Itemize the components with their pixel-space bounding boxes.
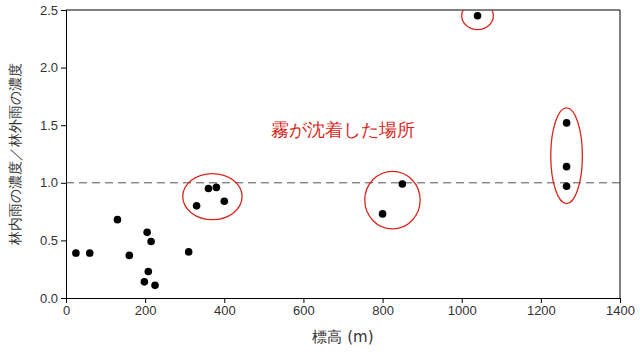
point xyxy=(114,216,122,224)
point xyxy=(141,278,149,286)
y-tick-label: 2.5 xyxy=(40,3,58,18)
point xyxy=(193,202,201,210)
y-tick-mark xyxy=(61,10,66,11)
x-tick-label: 200 xyxy=(135,303,157,318)
point xyxy=(145,268,153,276)
point xyxy=(220,197,228,205)
point xyxy=(143,229,151,237)
y-axis-line xyxy=(61,11,67,299)
y-axis: 0.0 0.5 1.0 1.5 2.0 2.5 xyxy=(40,3,67,306)
point xyxy=(151,282,159,290)
point xyxy=(72,249,80,257)
x-tick: 400 xyxy=(214,298,236,318)
x-tick-label: 1000 xyxy=(448,303,477,318)
y-tick-label: 1.5 xyxy=(40,118,58,133)
highlight-ellipse xyxy=(551,108,583,204)
point xyxy=(474,12,482,20)
point xyxy=(563,182,571,190)
point xyxy=(126,252,134,260)
y-axis-title: 林内雨の濃度／林外雨の濃度 xyxy=(7,63,23,246)
y-tick-mark xyxy=(61,68,66,69)
x-tick: 1400 xyxy=(606,298,635,318)
annotation: 霧が沈着した場所 xyxy=(271,119,415,140)
x-tick: 1200 xyxy=(527,298,556,318)
point xyxy=(379,210,387,218)
chart: 0 200 400 600 800 1000 1200 1400 0.0 0.5 1.0 1.5 2.0… xyxy=(0,0,640,354)
x-tick: 1000 xyxy=(448,298,477,318)
y-tick-mark xyxy=(61,183,66,184)
x-tick: 800 xyxy=(372,298,394,318)
x-tick: 200 xyxy=(135,298,157,318)
point xyxy=(147,238,155,246)
x-tick-label: 1400 xyxy=(606,303,635,318)
point xyxy=(563,119,571,127)
x-tick-label: 0 xyxy=(63,303,70,318)
y-tick: 1.5 xyxy=(40,118,66,133)
frame-right xyxy=(620,10,621,298)
highlight-ellipse xyxy=(462,10,494,30)
highlight-ellipse xyxy=(183,174,242,220)
frame-top xyxy=(66,10,620,11)
marks xyxy=(66,10,620,289)
y-tick-label: 0.5 xyxy=(40,233,58,248)
x-tick-label: 800 xyxy=(372,303,394,318)
point xyxy=(185,248,193,256)
point xyxy=(563,163,571,171)
y-tick-label: 0.0 xyxy=(40,291,58,306)
point xyxy=(86,249,94,257)
x-tick-label: 600 xyxy=(293,303,315,318)
y-tick: 0.0 xyxy=(40,291,66,306)
point xyxy=(205,185,213,193)
x-tick: 600 xyxy=(293,298,315,318)
x-tick-label: 1200 xyxy=(527,303,556,318)
reference-line xyxy=(66,182,620,183)
x-axis-title: 標高 (m) xyxy=(312,328,373,346)
y-tick: 0.5 xyxy=(40,233,66,248)
x-tick-label: 400 xyxy=(214,303,236,318)
y-tick: 2.5 xyxy=(40,3,66,18)
y-tick-mark xyxy=(61,298,66,299)
x-axis: 0 200 400 600 800 1000 1200 1400 xyxy=(63,298,635,318)
point xyxy=(399,180,407,188)
y-tick-mark xyxy=(61,125,66,126)
y-tick-mark xyxy=(61,240,66,241)
y-tick: 1.0 xyxy=(40,175,66,190)
y-tick: 2.0 xyxy=(40,60,66,75)
highlight-ellipse xyxy=(365,171,420,229)
point xyxy=(213,184,221,192)
x-tick: 0 xyxy=(63,298,70,318)
y-tick-label: 2.0 xyxy=(40,60,58,75)
y-tick-label: 1.0 xyxy=(40,175,58,190)
plot: 0 200 400 600 800 1000 1200 1400 0.0 0.5 1.0 1.5 2.0… xyxy=(40,2,635,318)
